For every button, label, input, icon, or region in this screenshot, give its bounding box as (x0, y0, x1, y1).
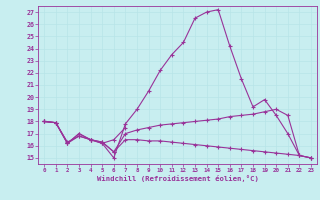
X-axis label: Windchill (Refroidissement éolien,°C): Windchill (Refroidissement éolien,°C) (97, 175, 259, 182)
